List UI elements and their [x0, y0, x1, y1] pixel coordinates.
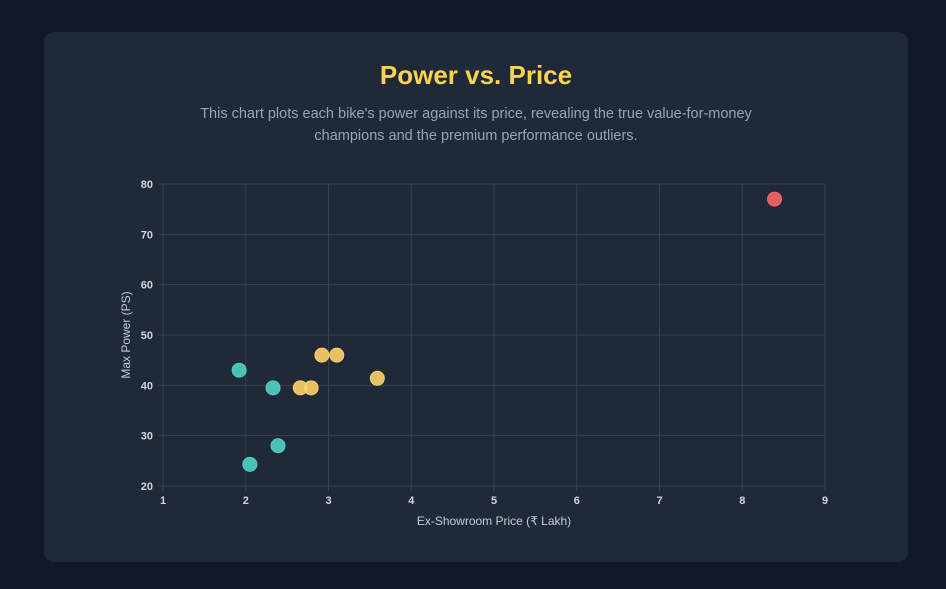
x-tick-label: 1 [160, 495, 166, 507]
y-tick-label: 60 [141, 280, 153, 292]
data-point [767, 191, 783, 207]
y-tick-label: 20 [141, 481, 153, 493]
data-point [314, 347, 330, 363]
grid-layer [158, 183, 826, 491]
data-point [369, 370, 385, 386]
data-point [329, 347, 345, 363]
x-tick-label: 5 [491, 495, 497, 507]
x-tick-label: 4 [408, 495, 415, 507]
y-tick-label: 80 [141, 179, 153, 191]
chart-title: Power vs. Price [379, 60, 573, 90]
y-tick-label: 30 [141, 431, 153, 443]
x-tick-label: 8 [739, 495, 745, 507]
x-tick-label: 2 [243, 495, 249, 507]
x-tick-label: 6 [574, 495, 580, 507]
y-tick-label: 40 [141, 380, 153, 392]
data-point [265, 380, 281, 396]
data-point [270, 438, 286, 454]
x-tick-label: 7 [656, 495, 662, 507]
data-point [231, 362, 247, 378]
y-tick-label: 70 [141, 229, 153, 241]
chart-subtitle: This chart plots each bike's power again… [200, 106, 752, 144]
point-layer [231, 191, 783, 472]
chart-card: Power vs. Price This chart plots each bi… [44, 32, 908, 562]
data-point [303, 380, 319, 396]
y-tick-label: 50 [141, 330, 153, 342]
x-axis-title: Ex-Showroom Price (₹ Lakh) [417, 514, 571, 528]
x-tick-label: 3 [325, 495, 331, 507]
data-point [242, 456, 258, 472]
tick-layer: 1 2 3 4 5 6 7 8 9 20 30 40 50 60 70 80 [141, 179, 828, 507]
x-tick-label: 9 [822, 495, 828, 507]
y-axis-title: Max Power (PS) [119, 291, 133, 378]
